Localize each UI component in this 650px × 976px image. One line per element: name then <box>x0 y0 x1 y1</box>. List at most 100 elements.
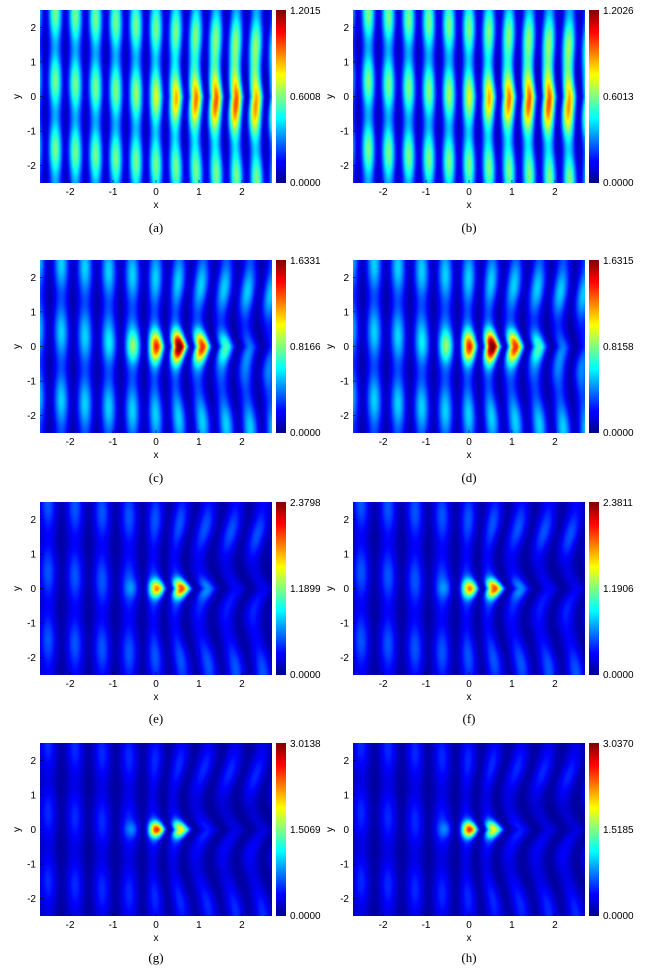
y-tick-label: 2 <box>343 756 349 767</box>
x-axis-label: x <box>467 450 472 461</box>
y-tick-label: 1 <box>30 307 36 318</box>
heatmap-image <box>40 10 272 183</box>
x-tick-label: 1 <box>509 679 515 690</box>
colorbar <box>589 743 599 916</box>
panel-caption: (g) <box>148 950 164 965</box>
colorbar-min-label: 0.0000 <box>603 670 634 681</box>
x-tick-label: -2 <box>379 437 388 448</box>
y-tick-label: 2 <box>343 23 349 34</box>
y-tick-label: 1 <box>30 57 36 68</box>
panel-b: -2 -1 0 1 2 2 1 0 -1 -2 x y 1.2026 0.6013 0.0000 <box>325 6 634 211</box>
y-tick-label: 2 <box>343 515 349 526</box>
y-axis-label: y <box>12 94 23 99</box>
colorbar-mid-label: 0.8166 <box>290 342 321 353</box>
y-tick-label: -1 <box>340 860 349 871</box>
x-tick-label: 2 <box>239 679 245 690</box>
y-tick-label: 2 <box>30 515 36 526</box>
x-tick-label: 1 <box>196 679 202 690</box>
panel-h: -2 -1 0 1 2 2 1 0 -1 -2 x y 3.0370 1.5185 0.0000 <box>325 739 634 944</box>
y-tick-label: -1 <box>27 860 36 871</box>
x-axis-label: x <box>154 933 159 944</box>
x-tick-label: -1 <box>109 187 118 198</box>
y-tick-label: 1 <box>343 57 349 68</box>
y-tick-label: 0 <box>30 825 36 836</box>
x-tick-label: 1 <box>509 187 515 198</box>
x-axis-label: x <box>467 933 472 944</box>
panel-c: -2 -1 0 1 2 2 1 0 -1 -2 x y 1.6331 0.8166 0.0000 <box>12 256 321 461</box>
x-axis-label: x <box>154 692 159 703</box>
y-tick-label: 0 <box>30 342 36 353</box>
x-axis-label: x <box>467 200 472 211</box>
y-tick-label: -1 <box>27 127 36 138</box>
x-axis-label: x <box>467 692 472 703</box>
x-tick-label: 2 <box>239 187 245 198</box>
y-tick-label: -1 <box>27 377 36 388</box>
y-axis-label: y <box>12 344 23 349</box>
y-tick-label: -2 <box>340 894 349 905</box>
colorbar-mid-label: 0.8158 <box>603 342 634 353</box>
colorbar-max-label: 1.2015 <box>290 6 321 17</box>
y-tick-label: 1 <box>30 549 36 560</box>
x-tick-label: 0 <box>153 187 159 198</box>
y-tick-label: 1 <box>343 790 349 801</box>
y-axis-label: y <box>12 827 23 832</box>
panel-f: -2 -1 0 1 2 2 1 0 -1 -2 x y 2.3811 1.1906 0.0000 <box>325 498 634 703</box>
x-tick-label: 1 <box>509 437 515 448</box>
x-tick-label: 2 <box>552 679 558 690</box>
colorbar-min-label: 0.0000 <box>603 428 634 439</box>
x-tick-label: -2 <box>379 187 388 198</box>
x-tick-label: -1 <box>109 437 118 448</box>
y-tick-label: 2 <box>343 273 349 284</box>
y-tick-label: -1 <box>340 377 349 388</box>
x-tick-label: 2 <box>239 437 245 448</box>
y-tick-label: -1 <box>340 619 349 630</box>
panel-caption: (a) <box>148 220 164 235</box>
panel-a: -2 -1 0 1 2 2 1 0 -1 -2 x y 1.2015 0.6008 0.0000 <box>12 6 321 211</box>
x-tick-label: -1 <box>109 920 118 931</box>
colorbar-min-label: 0.0000 <box>290 178 321 189</box>
panel-caption: (h) <box>461 950 477 965</box>
colorbar-mid-label: 1.1899 <box>290 584 321 595</box>
x-tick-label: 2 <box>239 920 245 931</box>
panel-caption: (b) <box>461 220 477 235</box>
y-tick-label: 0 <box>343 92 349 103</box>
y-tick-label: 0 <box>30 584 36 595</box>
x-tick-label: 1 <box>196 437 202 448</box>
heatmap-image <box>40 743 272 916</box>
x-tick-label: -1 <box>109 679 118 690</box>
colorbar <box>589 502 599 675</box>
colorbar-max-label: 1.2026 <box>603 6 634 17</box>
colorbar <box>589 260 599 433</box>
y-tick-label: 0 <box>343 584 349 595</box>
x-tick-label: 0 <box>466 437 472 448</box>
x-tick-label: -1 <box>422 920 431 931</box>
colorbar-max-label: 1.6315 <box>603 256 634 267</box>
y-axis-label: y <box>325 827 336 832</box>
x-tick-label: 2 <box>552 187 558 198</box>
y-tick-label: -2 <box>27 653 36 664</box>
y-tick-label: -1 <box>340 127 349 138</box>
y-tick-label: -2 <box>340 411 349 422</box>
panel-g: -2 -1 0 1 2 2 1 0 -1 -2 x y 3.0138 1.5069 0.0000 <box>12 739 321 944</box>
y-axis-label: y <box>325 94 336 99</box>
colorbar-max-label: 3.0138 <box>290 739 321 750</box>
colorbar-mid-label: 1.1906 <box>603 584 634 595</box>
x-tick-label: 2 <box>552 920 558 931</box>
x-tick-label: -1 <box>422 679 431 690</box>
colorbar-max-label: 2.3811 <box>603 498 633 509</box>
heatmap-image <box>353 743 585 916</box>
x-axis-label: x <box>154 450 159 461</box>
colorbar-mid-label: 0.6008 <box>290 92 321 103</box>
x-tick-label: -1 <box>422 437 431 448</box>
x-tick-label: 0 <box>466 187 472 198</box>
y-tick-label: 0 <box>30 92 36 103</box>
y-tick-label: 0 <box>343 342 349 353</box>
y-tick-label: -1 <box>27 619 36 630</box>
x-tick-label: -2 <box>66 920 75 931</box>
y-tick-label: 2 <box>30 273 36 284</box>
x-tick-label: 0 <box>466 679 472 690</box>
x-tick-label: 1 <box>509 920 515 931</box>
y-tick-label: 0 <box>343 825 349 836</box>
panel-caption: (d) <box>461 470 477 485</box>
colorbar <box>589 10 599 183</box>
